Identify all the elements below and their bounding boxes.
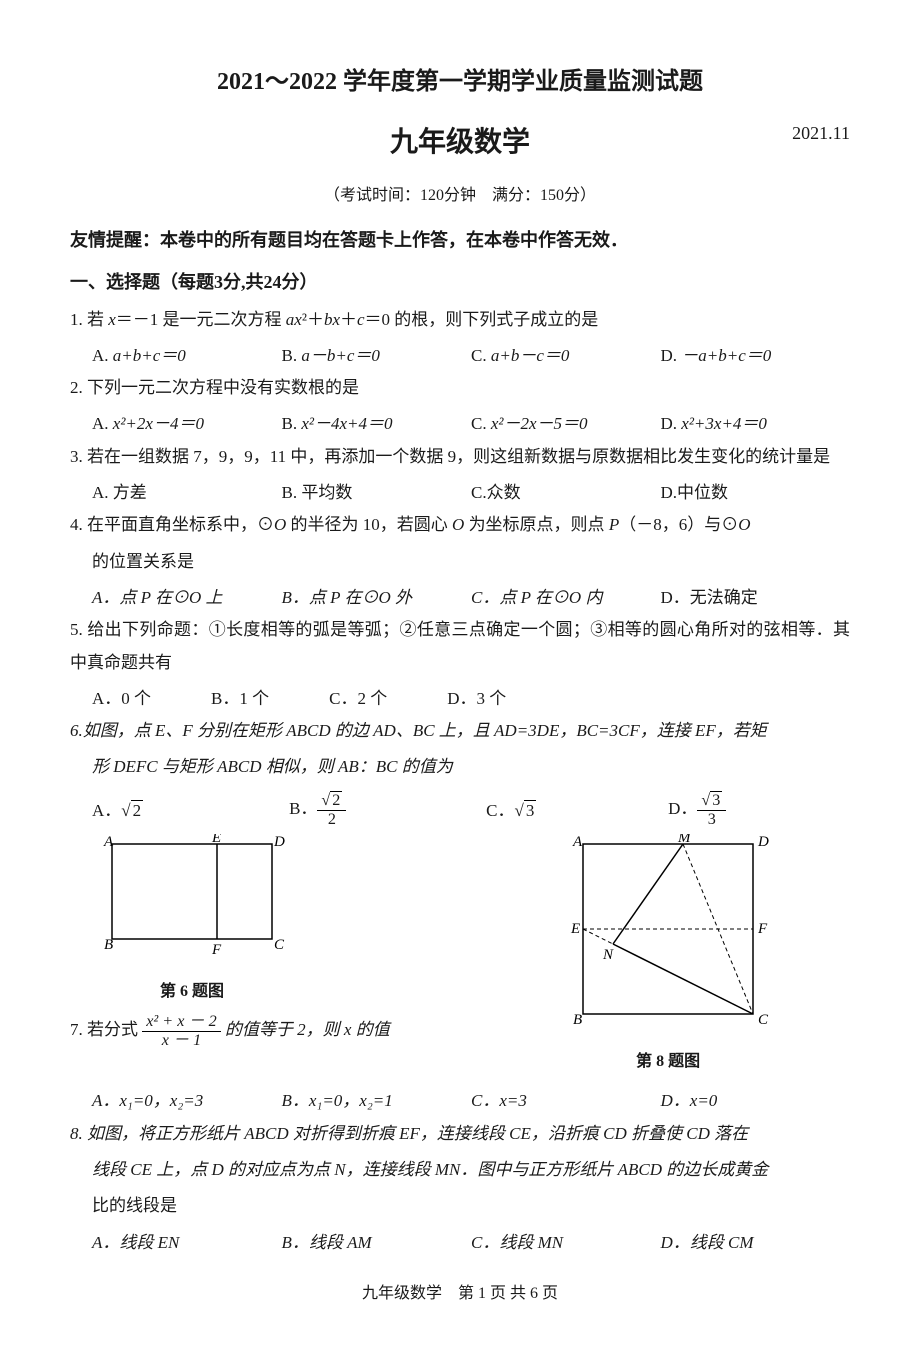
q1-opt-b: B. a－b+c＝0 — [282, 340, 472, 372]
q6-opt-c: C．√3 — [486, 795, 668, 827]
q8-opt-a: A．线段 EN — [92, 1227, 282, 1259]
svg-text:E: E — [570, 921, 580, 937]
q7-opt-b: B．x₁=0，x₂=1 — [282, 1085, 472, 1117]
svg-text:A: A — [572, 834, 583, 850]
q8-opt-d: D．线段 CM — [661, 1227, 851, 1259]
svg-text:N: N — [602, 947, 614, 963]
q7-options: A．x₁=0，x₂=3 B．x₁=0，x₂=1 C．x=3 D．x=0 — [70, 1085, 850, 1117]
svg-text:F: F — [211, 942, 222, 958]
svg-text:C: C — [274, 937, 285, 953]
q1-opt-a: A. a+b+c＝0 — [92, 340, 282, 372]
q3-options: A. 方差 B. 平均数 C.众数 D.中位数 — [70, 477, 850, 509]
q4-options: A．点 P 在⊙O 上 B．点 P 在⊙O 外 C．点 P 在⊙O 内 D．无法… — [70, 582, 850, 614]
q1-opt-c: C. a+b－c＝0 — [471, 340, 661, 372]
svg-text:A: A — [103, 834, 114, 850]
question-3: 3. 若在一组数据 7，9，9，11 中，再添加一个数据 9，则这组新数据与原数… — [70, 441, 850, 473]
q2-opt-b: B. x²－4x+4＝0 — [282, 408, 472, 440]
question-4: 4. 在平面直角坐标系中，⊙O 的半径为 10，若圆心 O 为坐标原点，则点 P… — [70, 509, 850, 541]
subtitle: 九年级数学 — [390, 116, 530, 169]
q8-opt-c: C．线段 MN — [471, 1227, 661, 1259]
q4-opt-d: D．无法确定 — [661, 582, 851, 614]
q5-opt-d: D．3 个 — [447, 683, 506, 715]
fig8-caption: 第 8 题图 — [486, 1047, 850, 1077]
question-8-l2: 线段 CE 上，点 D 的对应点为点 N，连接线段 MN．图中与正方形纸片 AB… — [70, 1154, 850, 1186]
q1-options: A. a+b+c＝0 B. a－b+c＝0 C. a+b－c＝0 D. －a+b… — [70, 340, 850, 372]
notice: 友情提醒：本卷中的所有题目均在答题卡上作答，在本卷中作答无效． — [70, 223, 850, 257]
q6-opt-d: D．√33 — [668, 792, 850, 829]
q3-opt-b: B. 平均数 — [282, 477, 472, 509]
q4-line2: 的位置关系是 — [70, 546, 850, 578]
figure-8: A D B C E F M N 第 8 题图 — [486, 834, 850, 1078]
q7-opt-a: A．x₁=0，x₂=3 — [92, 1085, 282, 1117]
question-6-l2: 形 DEFC 与矩形 ABCD 相似，则 AB：BC 的值为 — [70, 751, 850, 783]
svg-text:D: D — [273, 834, 285, 850]
q6-q7-block: A．√2 B．√22 A D B C E F 第 6 题图 7. 若分式 x² … — [70, 788, 850, 1078]
q6-opt-a: A．√2 — [92, 795, 289, 827]
subtitle-row: 九年级数学 2021.11 — [70, 116, 850, 169]
q5-options: A．0 个 B．1 个 C．2 个 D．3 个 — [70, 683, 850, 715]
fig6-svg: A D B C E F — [92, 834, 292, 964]
exam-date: 2021.11 — [792, 116, 850, 150]
fig8-svg: A D B C E F M N — [553, 834, 783, 1034]
main-title: 2021～2022 学年度第一学期学业质量监测试题 — [70, 60, 850, 106]
svg-text:E: E — [211, 834, 221, 846]
svg-text:F: F — [757, 921, 768, 937]
q7-opt-c: C．x=3 — [471, 1085, 661, 1117]
question-5: 5. 给出下列命题：①长度相等的弧是等弧；②任意三点确定一个圆；③相等的圆心角所… — [70, 614, 850, 679]
figure-6: A D B C E F 第 6 题图 — [92, 834, 486, 1008]
question-1: 1. 若 x＝－1 是一元二次方程 ax²＋bx＋c＝0 的根，则下列式子成立的… — [70, 304, 850, 336]
svg-text:M: M — [677, 834, 692, 846]
q3-opt-d: D.中位数 — [661, 477, 851, 509]
q5-opt-b: B．1 个 — [211, 683, 269, 715]
q1-opt-d: D. －a+b+c＝0 — [661, 340, 851, 372]
q5-opt-c: C．2 个 — [329, 683, 387, 715]
q5-opt-a: A．0 个 — [92, 683, 151, 715]
svg-text:B: B — [104, 937, 113, 953]
page-footer: 九年级数学 第 1 页 共 6 页 — [70, 1279, 850, 1309]
q8-opt-b: B．线段 AM — [282, 1227, 472, 1259]
svg-text:B: B — [573, 1012, 582, 1028]
svg-text:C: C — [758, 1012, 769, 1028]
question-7: 7. 若分式 x² + x － 2x － 1 的值等于 2，则 x 的值 — [70, 1013, 486, 1050]
q3-opt-c: C.众数 — [471, 477, 661, 509]
q3-opt-a: A. 方差 — [92, 477, 282, 509]
q1-text: 1. 若 x＝－1 是一元二次方程 ax²＋bx＋c＝0 的根，则下列式子成立的… — [70, 310, 598, 329]
q4-opt-c: C．点 P 在⊙O 内 — [471, 582, 661, 614]
section-1-header: 一、选择题（每题3分,共24分） — [70, 265, 850, 299]
q7-opt-d: D．x=0 — [661, 1085, 851, 1117]
question-2: 2. 下列一元二次方程中没有实数根的是 — [70, 372, 850, 404]
q4-opt-a: A．点 P 在⊙O 上 — [92, 582, 282, 614]
q2-opt-d: D. x²+3x+4＝0 — [661, 408, 851, 440]
svg-text:D: D — [757, 834, 769, 850]
question-6-l1: 6.如图，点 E、F 分别在矩形 ABCD 的边 AD、BC 上，且 AD=3D… — [70, 715, 850, 747]
q2-options: A. x²+2x－4＝0 B. x²－4x+4＝0 C. x²－2x－5＝0 D… — [70, 408, 850, 440]
q8-options: A．线段 EN B．线段 AM C．线段 MN D．线段 CM — [70, 1227, 850, 1259]
question-8-l3: 比的线段是 — [70, 1190, 850, 1222]
q2-opt-c: C. x²－2x－5＝0 — [471, 408, 661, 440]
fig6-caption: 第 6 题图 — [92, 977, 292, 1007]
q2-opt-a: A. x²+2x－4＝0 — [92, 408, 282, 440]
question-8-l1: 8. 如图，将正方形纸片 ABCD 对折得到折痕 EF，连接线段 CE，沿折痕 … — [70, 1118, 850, 1150]
q4-opt-b: B．点 P 在⊙O 外 — [282, 582, 472, 614]
exam-info: （考试时间：120分钟 满分：150分） — [70, 181, 850, 211]
q6-opt-b: B．√22 — [289, 792, 486, 829]
